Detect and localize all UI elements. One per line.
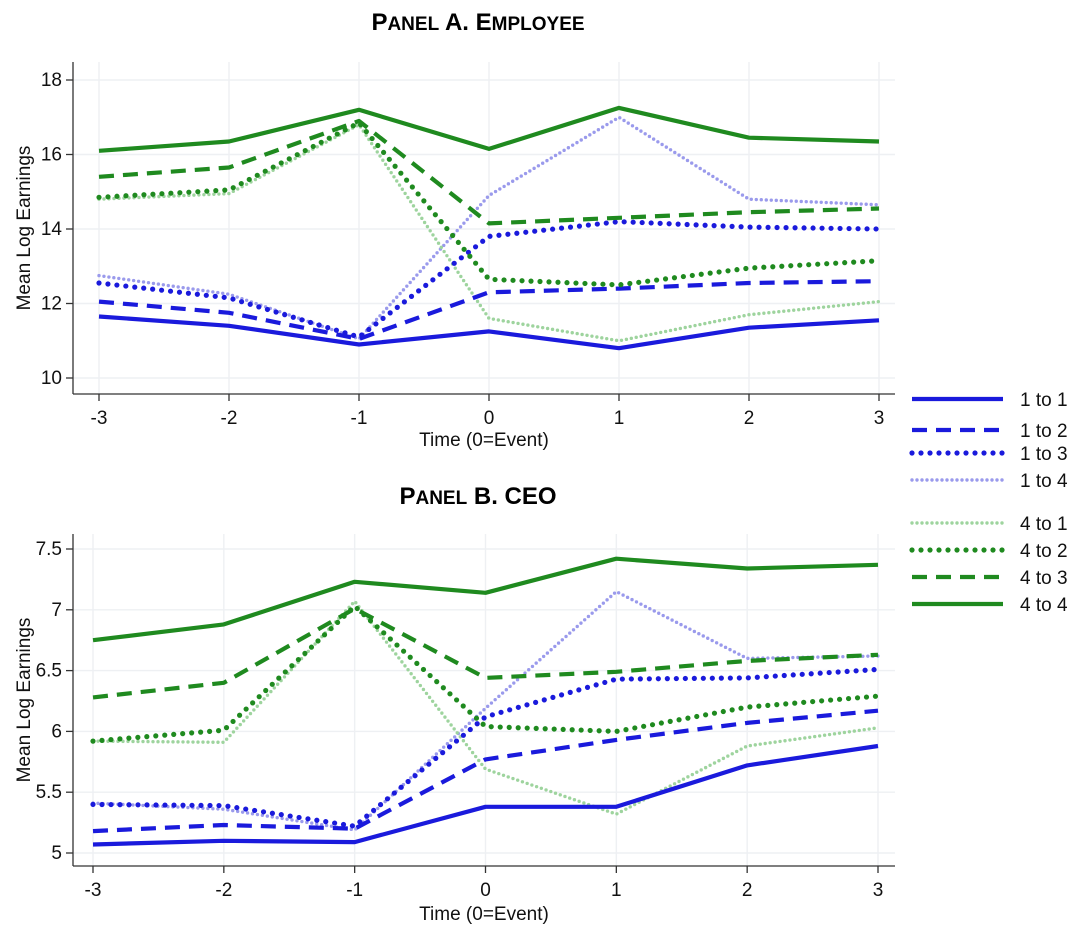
series-line-4-to-3 xyxy=(92,606,879,700)
x-tick-label: 3 xyxy=(874,408,885,429)
y-tick-label: 6 xyxy=(51,721,62,742)
legend-label: 1 to 1 xyxy=(1020,390,1068,411)
x-tick-label: 1 xyxy=(611,880,622,901)
y-tick-label: 7.5 xyxy=(36,539,62,560)
x-tick-label: -1 xyxy=(346,880,363,901)
panel-title: PANEL A. EMPLOYEE xyxy=(371,9,584,36)
legend-label: 4 to 1 xyxy=(1020,514,1068,535)
series-line-1-to-1 xyxy=(98,314,880,351)
legend-label: 4 to 2 xyxy=(1020,541,1068,562)
y-tick-label: 5.5 xyxy=(36,782,62,803)
series-line-1-to-3 xyxy=(90,666,881,829)
panel-b: PANEL B. CEO 5 5.5 6 6.5 7 7.5 -3 -2 -1 0 1 2 3 Time (… xyxy=(14,483,895,925)
x-axis-title: Time (0=Event) xyxy=(419,430,549,451)
x-tick-label: -2 xyxy=(221,408,238,429)
y-axis-title: Mean Log Earnings xyxy=(14,618,35,783)
y-tick-label: 7 xyxy=(51,600,62,621)
legend-label: 4 to 4 xyxy=(1020,595,1068,616)
legend-label: 1 to 3 xyxy=(1020,444,1068,465)
y-tick-label: 5 xyxy=(51,843,62,864)
x-tick-label: 2 xyxy=(744,408,755,429)
y-tick-label: 16 xyxy=(41,145,62,166)
series-line-1-to-4 xyxy=(91,589,880,832)
x-tick-label: -2 xyxy=(215,880,232,901)
legend-label: 1 to 2 xyxy=(1020,421,1068,442)
panel-title-part: A. E xyxy=(439,9,491,36)
series-line-4-to-4 xyxy=(92,556,879,643)
y-tick-label: 14 xyxy=(41,219,63,240)
series-line-1-to-2 xyxy=(92,708,879,834)
series-line-4-to-1 xyxy=(91,599,880,816)
series-line-1-to-1 xyxy=(92,743,879,847)
panel-title-part: P xyxy=(399,483,415,510)
x-tick-label: 0 xyxy=(480,880,491,901)
panel-title-part: B. CEO xyxy=(467,483,556,510)
x-tick-label: -1 xyxy=(351,408,368,429)
series-line-4-to-1 xyxy=(97,122,881,343)
y-tick-label: 10 xyxy=(41,368,62,389)
x-tick-label: 1 xyxy=(614,408,625,429)
x-tick-label: 0 xyxy=(484,408,495,429)
series-line-4-to-4 xyxy=(98,105,880,153)
legend: 1 to 1 1 to 21 to 3 1 to 4 4 to 1 4 to 2 4 to… xyxy=(909,390,1068,616)
x-axis-title: Time (0=Event) xyxy=(419,904,549,925)
y-tick-label: 6.5 xyxy=(36,661,62,682)
legend-label: 4 to 3 xyxy=(1020,568,1068,589)
series-line-4-to-3 xyxy=(98,118,880,226)
legend-label: 1 to 4 xyxy=(1020,471,1068,492)
x-tick-label: 3 xyxy=(873,880,884,901)
series-line-1-to-3 xyxy=(96,219,882,340)
series-line-1-to-2 xyxy=(98,279,880,341)
panel-title-part: ANEL xyxy=(415,488,467,509)
y-tick-label: 18 xyxy=(41,70,62,91)
x-tick-label: -3 xyxy=(85,880,102,901)
y-tick-label: 12 xyxy=(41,294,62,315)
panel-title-part: P xyxy=(371,9,387,36)
x-tick-label: 2 xyxy=(742,880,753,901)
series-line-1-to-4 xyxy=(97,115,881,341)
y-axis-title: Mean Log Earnings xyxy=(14,146,35,311)
panel-title-part: MPLOYEE xyxy=(492,14,585,35)
panel-title: PANEL B. CEO xyxy=(399,483,556,510)
x-tick-label: -3 xyxy=(91,408,108,429)
panel-title-part: ANEL xyxy=(387,14,439,35)
